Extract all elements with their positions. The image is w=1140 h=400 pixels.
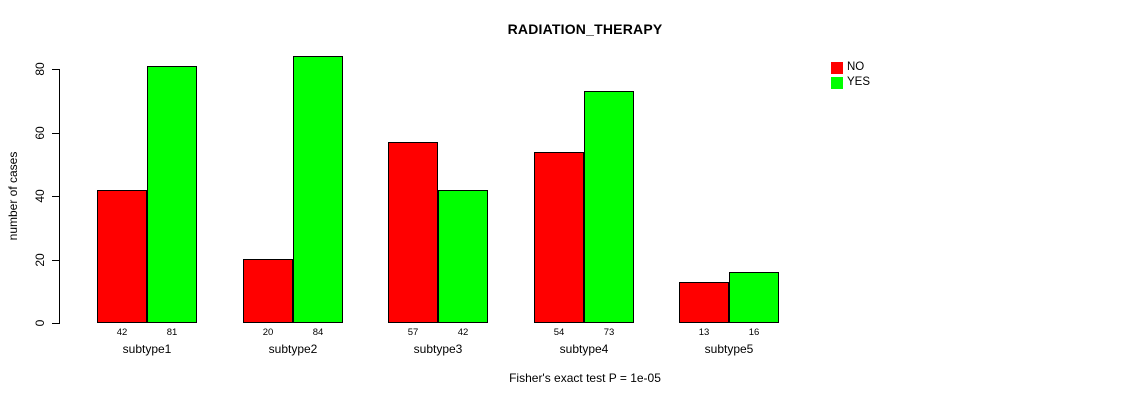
legend-row-yes: YES [831,76,870,89]
bar-value-label: 16 [748,327,760,338]
bar-value-label: 73 [603,327,615,338]
bar-value-label: 13 [698,327,710,338]
legend-row-no: NO [831,61,870,74]
y-axis-line [59,69,60,324]
bar-no-subtype5 [679,282,729,323]
x-category-label-subtype2: subtype2 [268,342,318,356]
legend-label: YES [847,76,871,88]
bar-value-label: 84 [312,327,324,338]
chart-title: RADIATION_THERAPY [507,21,663,37]
bar-no-subtype2 [243,259,293,323]
bar-yes-subtype5 [729,272,779,323]
footer-note: Fisher's exact test P = 1e-05 [509,371,661,385]
x-category-label-subtype4: subtype4 [559,342,609,356]
bar-value-label: 81 [166,327,178,338]
y-tick-mark [52,260,59,261]
bar-no-subtype1 [97,190,147,323]
bar-value-label: 42 [116,327,128,338]
bar-yes-subtype3 [438,190,488,323]
y-tick-mark [52,133,59,134]
bar-yes-subtype1 [147,66,197,323]
y-tick-mark [52,323,59,324]
x-category-label-subtype5: subtype5 [704,342,754,356]
bar-no-subtype3 [388,142,438,323]
y-tick-mark [52,196,59,197]
bar-yes-subtype2 [293,56,343,323]
bar-value-label: 57 [407,327,419,338]
legend: NO YES [831,61,870,91]
bar-value-label: 42 [457,327,469,338]
legend-label: NO [847,61,865,73]
legend-swatch-no [831,61,843,74]
bar-value-label: 54 [553,327,565,338]
x-category-label-subtype3: subtype3 [413,342,463,356]
bar-no-subtype4 [534,152,584,323]
bar-value-label: 20 [262,327,274,338]
x-category-label-subtype1: subtype1 [122,342,172,356]
y-tick-mark [52,69,59,70]
legend-swatch-yes [831,76,843,89]
bar-yes-subtype4 [584,91,634,323]
